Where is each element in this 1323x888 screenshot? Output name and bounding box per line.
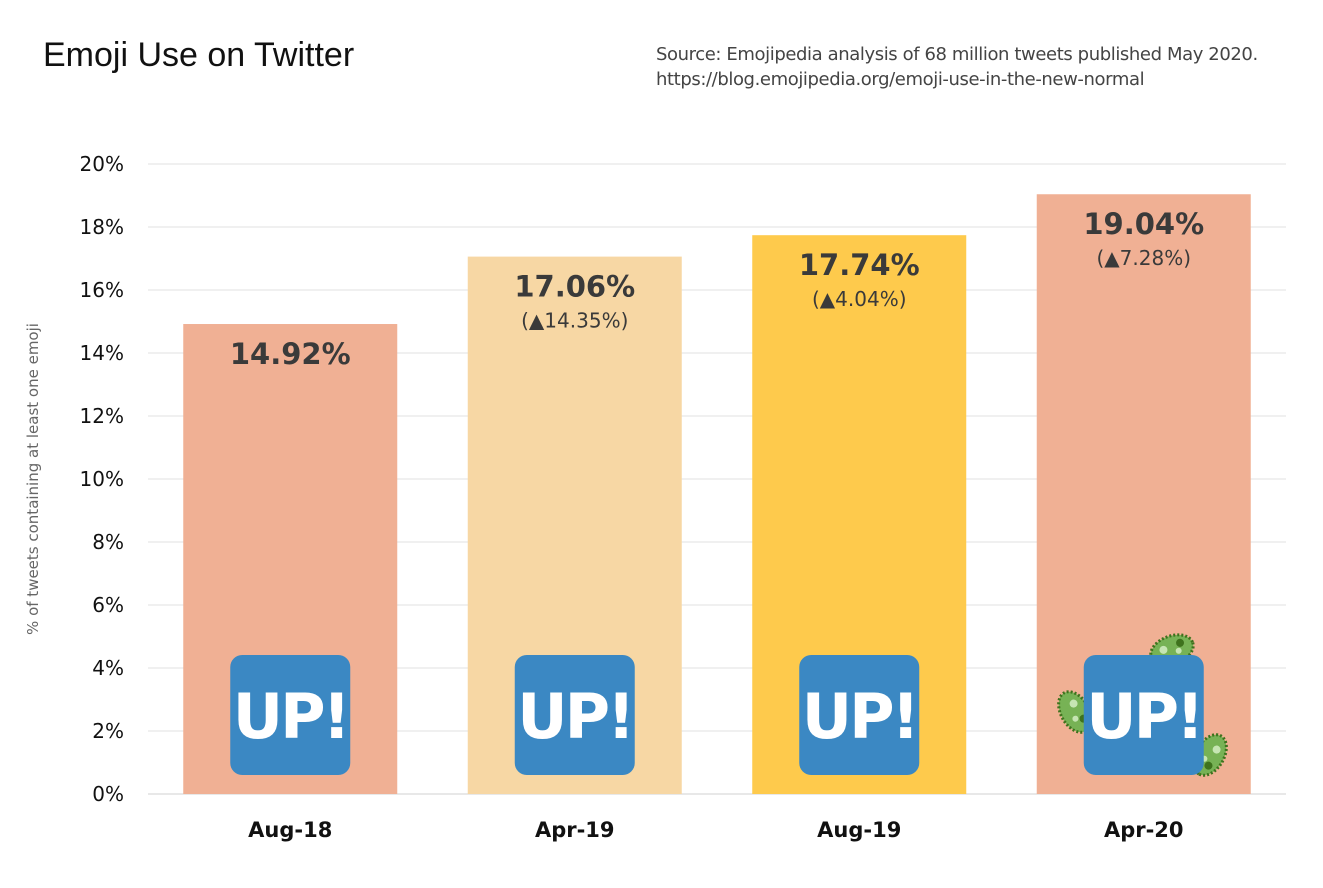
up-badge-icon xyxy=(230,655,351,775)
up-badge-text: UP! xyxy=(1086,680,1201,753)
y-tick-label: 20% xyxy=(80,152,124,176)
y-axis-label: % of tweets containing at least one emoj… xyxy=(24,323,42,635)
up-badge-text: UP! xyxy=(233,680,348,753)
up-badge-text: UP! xyxy=(517,680,632,753)
source-text: Source: Emojipedia analysis of 68 millio… xyxy=(656,44,1258,65)
x-tick-label: Aug-18 xyxy=(248,818,332,842)
y-tick-label: 10% xyxy=(80,467,124,491)
source-url[interactable]: https://blog.emojipedia.org/emoji-use-in… xyxy=(656,69,1145,90)
up-badge-icon xyxy=(799,655,920,775)
y-tick-label: 2% xyxy=(92,719,124,743)
source-note: Source: Emojipedia analysis of 68 millio… xyxy=(656,42,1258,92)
y-tick-label: 16% xyxy=(80,278,124,302)
y-tick-label: 0% xyxy=(92,782,124,806)
y-tick-label: 18% xyxy=(80,215,124,239)
value-label: 17.74% xyxy=(799,248,920,282)
change-label: (▲7.28%) xyxy=(1096,246,1191,270)
change-label: (▲14.35%) xyxy=(521,309,628,333)
up-badge-text: UP! xyxy=(802,680,917,753)
x-tick-label: Aug-19 xyxy=(817,818,901,842)
y-tick-label: 14% xyxy=(80,341,124,365)
chart-title: Emoji Use on Twitter xyxy=(43,36,355,74)
change-label: (▲4.04%) xyxy=(812,287,907,311)
value-label: 19.04% xyxy=(1083,207,1204,241)
up-badge-icon xyxy=(1083,655,1204,775)
up-badge-icon xyxy=(514,655,635,775)
y-tick-label: 6% xyxy=(92,593,124,617)
y-tick-label: 12% xyxy=(80,404,124,428)
value-label: 17.06% xyxy=(514,270,635,304)
x-tick-label: Apr-19 xyxy=(535,818,615,842)
y-tick-label: 8% xyxy=(92,530,124,554)
value-label: 14.92% xyxy=(230,337,351,371)
x-tick-label: Apr-20 xyxy=(1104,818,1184,842)
y-tick-label: 4% xyxy=(92,656,124,680)
